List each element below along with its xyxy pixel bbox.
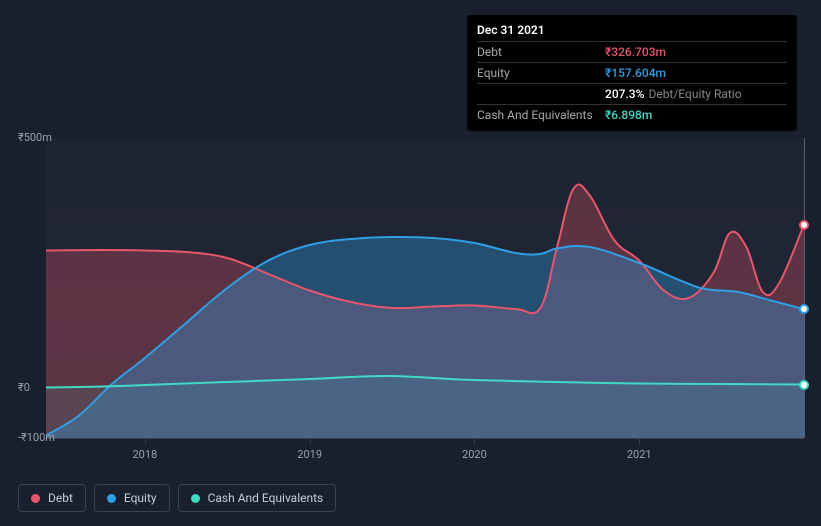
x-axis-tick xyxy=(145,438,146,444)
tooltip-row: 207.3% Debt/Equity Ratio xyxy=(477,83,787,104)
legend-label: Debt xyxy=(48,491,73,505)
series-marker-cash xyxy=(799,380,809,390)
x-axis-line xyxy=(46,438,804,439)
series-marker-equity xyxy=(799,304,809,314)
y-axis-label: ₹500m xyxy=(18,131,52,144)
legend-swatch xyxy=(31,494,40,503)
x-axis-tick xyxy=(310,438,311,444)
tooltip-row-label: Equity xyxy=(477,66,605,80)
tooltip-row-value: 207.3% xyxy=(605,87,644,101)
tooltip-row-value: ₹157.604m xyxy=(605,66,666,80)
tooltip-rows: Debt₹326.703mEquity₹157.604m207.3%Debt/E… xyxy=(477,41,787,125)
tooltip-row: Equity₹157.604m xyxy=(477,62,787,83)
y-axis-label: ₹0 xyxy=(18,381,30,394)
x-axis-label: 2020 xyxy=(462,448,487,461)
legend-swatch xyxy=(191,494,200,503)
chart-legend: Debt Equity Cash And Equivalents xyxy=(18,484,336,512)
tooltip-row-label xyxy=(477,87,605,101)
series-marker-debt xyxy=(799,220,809,230)
tooltip-date: Dec 31 2021 xyxy=(477,21,787,41)
x-axis-label: 2018 xyxy=(132,448,157,461)
tooltip-row-label: Debt xyxy=(477,45,605,59)
legend-label: Cash And Equivalents xyxy=(208,491,324,505)
x-axis-label: 2021 xyxy=(627,448,652,461)
tooltip-row-extra: Debt/Equity Ratio xyxy=(648,87,741,101)
tooltip-row-value: ₹326.703m xyxy=(605,45,666,59)
x-axis-tick xyxy=(639,438,640,444)
tooltip-row: Debt₹326.703m xyxy=(477,41,787,62)
chart-plot-area[interactable] xyxy=(46,138,804,438)
chart-svg xyxy=(46,138,804,438)
x-axis-tick xyxy=(474,438,475,444)
chart-tooltip: Dec 31 2021 Debt₹326.703mEquity₹157.604m… xyxy=(467,15,797,131)
legend-item[interactable]: Equity xyxy=(94,484,170,512)
x-axis-label: 2019 xyxy=(297,448,322,461)
legend-swatch xyxy=(107,494,116,503)
legend-label: Equity xyxy=(124,491,157,505)
y-axis-label: -₹100m xyxy=(18,431,55,444)
legend-item[interactable]: Debt xyxy=(18,484,86,512)
chart-container: ₹500m ₹0 -₹100m 2018 2019 2020 2021 xyxy=(18,120,804,460)
chart-crosshair xyxy=(804,138,805,438)
legend-item[interactable]: Cash And Equivalents xyxy=(178,484,337,512)
